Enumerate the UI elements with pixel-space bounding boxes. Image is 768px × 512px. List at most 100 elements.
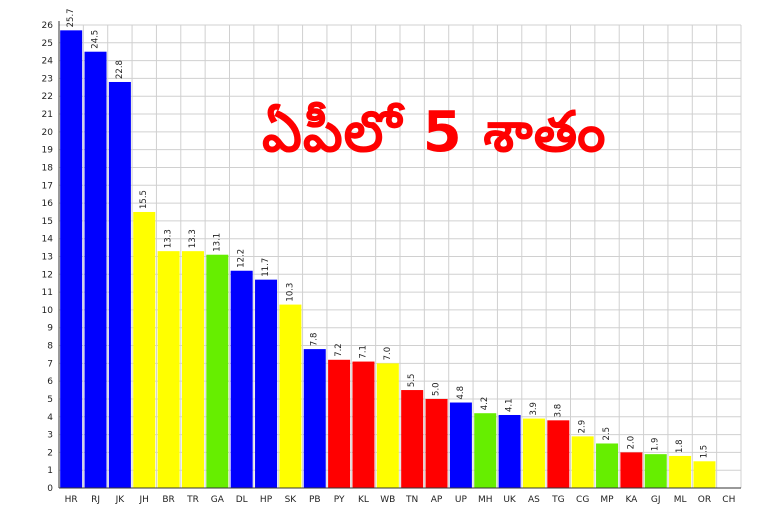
data-label: 13.3 — [188, 229, 198, 248]
bar-jh — [133, 211, 156, 488]
x-tick-label: GA — [211, 495, 225, 505]
axes — [58, 21, 741, 489]
bar-jk — [108, 81, 131, 488]
x-tick-label: HP — [260, 495, 273, 505]
bar-pb — [303, 349, 326, 488]
x-tick-label: UP — [455, 495, 468, 505]
x-tick-label: TR — [186, 495, 199, 505]
bar-wb — [376, 363, 399, 488]
x-tick-label: JH — [139, 495, 149, 505]
x-tick-label: PB — [309, 495, 321, 505]
data-label: 4.2 — [480, 397, 490, 411]
y-tick-label: 4 — [47, 413, 53, 423]
bar-or — [693, 461, 716, 488]
data-label: 4.8 — [456, 386, 466, 400]
data-label: 22.8 — [115, 60, 125, 79]
data-label: 12.2 — [237, 249, 247, 268]
x-tick-label: MH — [478, 495, 493, 505]
x-tick-label: HR — [65, 495, 78, 505]
data-label: 7.0 — [383, 347, 393, 361]
bar-up — [449, 402, 472, 488]
y-tick-label: 14 — [42, 235, 54, 245]
bar-uk — [498, 414, 521, 488]
y-tick-label: 23 — [42, 74, 53, 84]
y-axis-ticks: 0123456789101112131415161718192021222324… — [42, 21, 54, 494]
bar-ap — [425, 398, 448, 488]
y-tick-label: 13 — [42, 253, 53, 263]
bars — [60, 30, 716, 488]
x-tick-label: KL — [358, 495, 369, 505]
x-tick-label: UK — [503, 495, 517, 505]
data-label: 13.1 — [212, 233, 222, 252]
bar-cg — [571, 436, 594, 488]
data-label: 3.8 — [553, 404, 563, 418]
x-tick-label: ML — [674, 495, 687, 505]
data-label: 3.9 — [529, 402, 539, 416]
data-label: 13.3 — [164, 229, 174, 248]
y-tick-label: 7 — [47, 359, 53, 369]
bar-py — [328, 359, 351, 488]
x-tick-label: TG — [551, 495, 564, 505]
y-tick-label: 10 — [42, 306, 54, 316]
x-tick-label: OR — [698, 495, 711, 505]
y-tick-label: 19 — [42, 146, 54, 156]
y-tick-label: 6 — [47, 377, 53, 387]
data-label: 15.5 — [139, 190, 149, 209]
data-label: 7.1 — [358, 345, 368, 359]
bar-tn — [401, 390, 424, 488]
data-label: 7.2 — [334, 343, 344, 357]
data-label: 2.9 — [578, 420, 588, 434]
x-tick-label: WB — [380, 495, 395, 505]
x-tick-label: RJ — [91, 495, 100, 505]
bar-rj — [84, 51, 107, 488]
y-tick-label: 18 — [42, 163, 54, 173]
data-label: 24.5 — [91, 30, 101, 49]
bar-br — [157, 251, 180, 488]
bar-sk — [279, 304, 302, 488]
bar-hp — [255, 279, 278, 488]
bar-ml — [669, 455, 692, 488]
data-label: 1.9 — [651, 438, 661, 452]
data-label: 7.8 — [310, 333, 320, 347]
bar-hr — [60, 30, 83, 488]
data-label: 1.5 — [699, 445, 709, 459]
x-tick-label: MP — [600, 495, 614, 505]
y-tick-label: 25 — [42, 39, 53, 49]
data-label: 4.1 — [505, 398, 515, 412]
x-tick-label: CG — [576, 495, 589, 505]
y-tick-label: 21 — [42, 110, 53, 120]
y-tick-label: 26 — [42, 21, 54, 31]
bar-mp — [596, 443, 619, 488]
bar-kl — [352, 361, 375, 488]
x-tick-label: GJ — [651, 495, 661, 505]
bar-as — [522, 418, 545, 488]
y-tick-label: 2 — [47, 448, 53, 458]
y-tick-label: 17 — [42, 181, 53, 191]
bar-tr — [181, 251, 204, 488]
x-tick-label: JK — [115, 495, 126, 505]
y-tick-label: 0 — [47, 484, 53, 494]
bar-dl — [230, 270, 253, 488]
data-label: 10.3 — [285, 283, 295, 302]
y-tick-label: 11 — [42, 288, 53, 298]
x-tick-label: KA — [625, 495, 638, 505]
data-label: 5.5 — [407, 374, 417, 388]
y-tick-label: 16 — [42, 199, 54, 209]
data-label: 1.8 — [675, 439, 685, 453]
data-label: 2.0 — [626, 436, 636, 450]
y-tick-label: 20 — [42, 128, 54, 138]
bar-mh — [474, 413, 497, 488]
data-label: 2.5 — [602, 427, 612, 441]
x-tick-label: AS — [528, 495, 540, 505]
y-tick-label: 15 — [42, 217, 53, 227]
x-tick-label: PY — [334, 495, 345, 505]
data-label: 5.0 — [432, 382, 442, 396]
headline: ఏపీలో 5 శాతం — [262, 100, 607, 165]
x-tick-label: SK — [285, 495, 298, 505]
y-tick-label: 5 — [47, 395, 53, 405]
bar-tg — [547, 420, 570, 488]
x-tick-label: BR — [162, 495, 174, 505]
data-label: 25.7 — [66, 8, 76, 27]
x-tick-label: DL — [236, 495, 248, 505]
